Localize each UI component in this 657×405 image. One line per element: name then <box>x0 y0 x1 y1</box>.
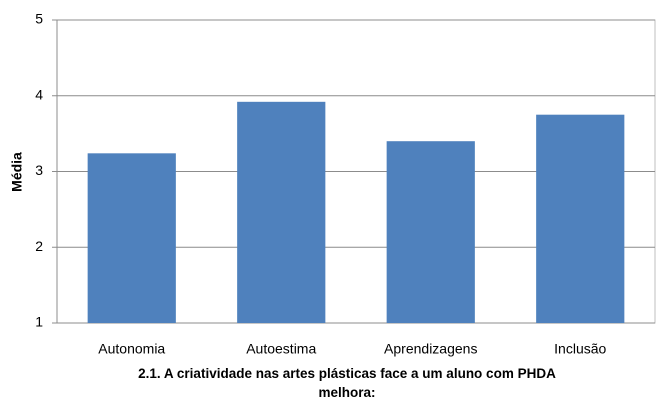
bar <box>237 101 326 323</box>
bar <box>87 153 176 323</box>
bar <box>386 141 475 323</box>
x-tick-label: Aprendizagens <box>384 341 477 357</box>
y-tick-label: 1 <box>35 314 43 330</box>
y-tick-label: 3 <box>35 162 43 178</box>
x-axis-label: 2.1. A criatividade nas artes plásticas … <box>138 366 556 400</box>
y-tick-label: 5 <box>35 11 43 27</box>
x-tick-label: Inclusão <box>554 341 606 357</box>
y-axis-label: Média <box>9 152 25 192</box>
x-tick-label: Autonomia <box>98 341 165 357</box>
y-tick-label: 2 <box>35 238 43 254</box>
x-tick-label: Autoestima <box>246 341 316 357</box>
bar <box>536 114 625 323</box>
y-tick-label: 4 <box>35 86 43 102</box>
